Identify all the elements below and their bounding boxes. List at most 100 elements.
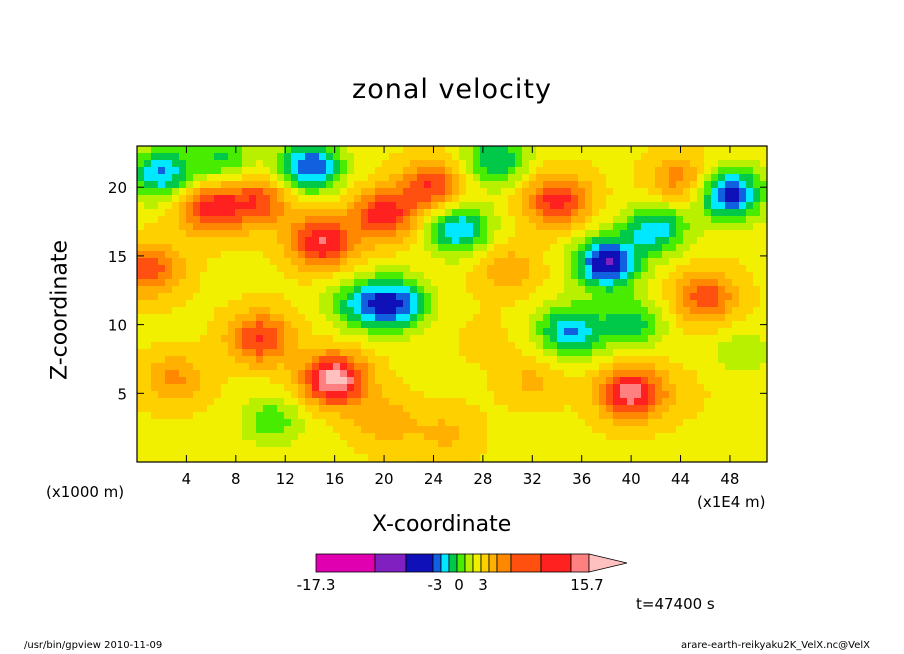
field-cell bbox=[557, 167, 565, 175]
field-cell bbox=[445, 223, 453, 231]
field-cell bbox=[186, 391, 194, 399]
field-cell bbox=[669, 223, 677, 231]
field-cell bbox=[214, 370, 222, 378]
field-cell bbox=[690, 272, 698, 280]
field-cell bbox=[746, 328, 754, 336]
field-cell bbox=[403, 370, 411, 378]
field-cell bbox=[522, 342, 530, 350]
field-cell bbox=[270, 251, 278, 259]
field-cell bbox=[515, 342, 523, 350]
field-cell bbox=[431, 160, 439, 168]
field-cell bbox=[284, 251, 292, 259]
field-cell bbox=[424, 391, 432, 399]
field-cell bbox=[312, 300, 320, 308]
field-cell bbox=[550, 160, 558, 168]
field-cell bbox=[473, 335, 481, 343]
field-cell bbox=[585, 363, 593, 371]
field-cell bbox=[361, 314, 369, 322]
field-cell bbox=[403, 426, 411, 434]
field-cell bbox=[606, 321, 614, 329]
field-cell bbox=[522, 370, 530, 378]
field-cell bbox=[179, 433, 187, 441]
field-cell bbox=[501, 279, 509, 287]
field-cell bbox=[221, 377, 229, 385]
field-cell bbox=[585, 237, 593, 245]
field-cell bbox=[263, 300, 271, 308]
field-cell bbox=[480, 293, 488, 301]
field-cell bbox=[375, 349, 383, 357]
field-cell bbox=[578, 279, 586, 287]
field-cell bbox=[585, 426, 593, 434]
field-cell bbox=[312, 279, 320, 287]
field-cell bbox=[249, 356, 257, 364]
field-cell bbox=[529, 230, 537, 238]
field-cell bbox=[445, 398, 453, 406]
field-cell bbox=[557, 230, 565, 238]
field-cell bbox=[326, 286, 334, 294]
field-cell bbox=[221, 237, 229, 245]
field-cell bbox=[165, 237, 173, 245]
field-cell bbox=[277, 244, 285, 252]
field-cell bbox=[368, 321, 376, 329]
field-cell bbox=[634, 321, 642, 329]
field-cell bbox=[137, 405, 145, 413]
field-cell bbox=[473, 167, 481, 175]
field-cell bbox=[599, 419, 607, 427]
field-cell bbox=[438, 426, 446, 434]
field-cell bbox=[235, 146, 243, 154]
field-cell bbox=[193, 405, 201, 413]
field-cell bbox=[522, 426, 530, 434]
field-cell bbox=[445, 370, 453, 378]
field-cell bbox=[361, 335, 369, 343]
field-cell bbox=[487, 314, 495, 322]
field-cell bbox=[347, 230, 355, 238]
field-cell bbox=[298, 426, 306, 434]
field-cell bbox=[620, 377, 628, 385]
field-cell bbox=[431, 279, 439, 287]
field-cell bbox=[718, 251, 726, 259]
field-cell bbox=[354, 412, 362, 420]
field-cell bbox=[557, 216, 565, 224]
field-cell bbox=[284, 440, 292, 448]
field-cell bbox=[683, 335, 691, 343]
field-cell bbox=[361, 293, 369, 301]
field-cell bbox=[151, 433, 159, 441]
field-cell bbox=[214, 251, 222, 259]
field-cell bbox=[158, 153, 166, 161]
field-cell bbox=[305, 293, 313, 301]
field-cell bbox=[473, 384, 481, 392]
field-cell bbox=[760, 300, 767, 308]
field-cell bbox=[144, 167, 152, 175]
field-cell bbox=[172, 195, 180, 203]
field-cell bbox=[718, 314, 726, 322]
field-cell bbox=[368, 272, 376, 280]
field-cell bbox=[312, 377, 320, 385]
field-cell bbox=[298, 272, 306, 280]
field-cell bbox=[641, 265, 649, 273]
field-cell bbox=[270, 370, 278, 378]
field-cell bbox=[578, 181, 586, 189]
field-cell bbox=[186, 237, 194, 245]
field-cell bbox=[200, 433, 208, 441]
field-cell bbox=[347, 426, 355, 434]
field-cell bbox=[466, 398, 474, 406]
field-cell bbox=[298, 258, 306, 266]
field-cell bbox=[305, 174, 313, 182]
field-cell bbox=[683, 300, 691, 308]
field-cell bbox=[410, 342, 418, 350]
field-cell bbox=[165, 398, 173, 406]
field-cell bbox=[228, 146, 236, 154]
field-cell bbox=[606, 223, 614, 231]
field-cell bbox=[739, 272, 747, 280]
field-cell bbox=[200, 265, 208, 273]
field-cell bbox=[529, 153, 537, 161]
field-cell bbox=[641, 426, 649, 434]
field-cell bbox=[256, 328, 264, 336]
field-cell bbox=[711, 377, 719, 385]
field-cell bbox=[326, 258, 334, 266]
field-cell bbox=[718, 405, 726, 413]
field-cell bbox=[396, 391, 404, 399]
field-cell bbox=[746, 363, 754, 371]
field-cell bbox=[711, 405, 719, 413]
field-cell bbox=[613, 349, 621, 357]
